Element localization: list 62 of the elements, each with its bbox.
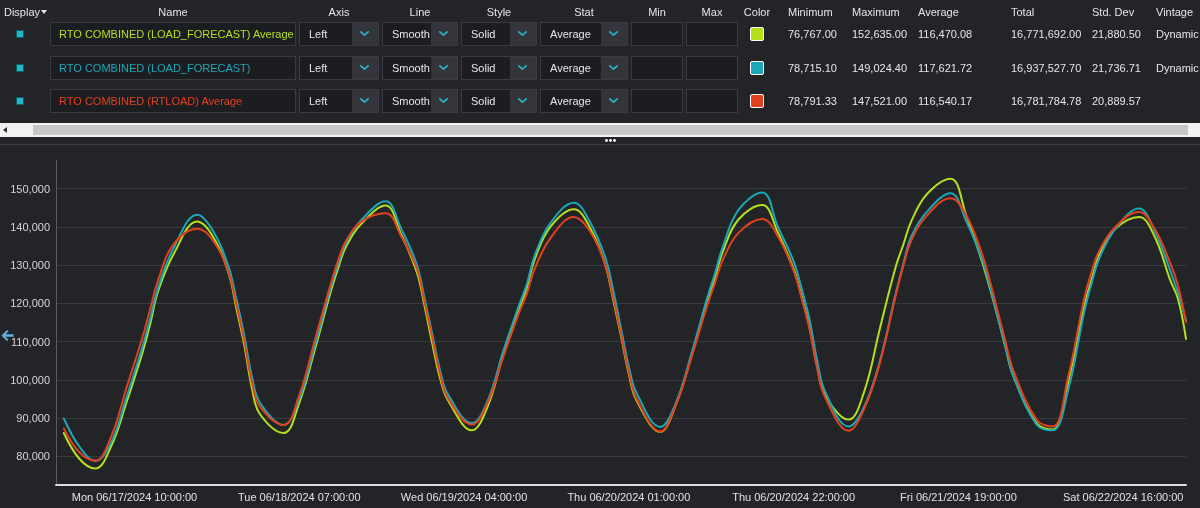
text: 16,937,527.70 bbox=[1011, 61, 1082, 75]
text: RTO COMBINED (RTLOAD) Average bbox=[59, 95, 243, 108]
text: Left bbox=[309, 95, 328, 108]
text: Left bbox=[309, 61, 328, 75]
text: 117,621.72 bbox=[918, 61, 973, 75]
text: Solid bbox=[471, 61, 496, 75]
text: Color bbox=[743, 6, 771, 19]
y-tick-label: 150,000 bbox=[10, 182, 50, 195]
text: 78,715.10 bbox=[788, 61, 837, 75]
text: Style bbox=[486, 6, 512, 19]
text: 78,791.33 bbox=[788, 95, 837, 108]
text: Dynamic bbox=[1156, 28, 1199, 41]
x-tick-label: Mon 06/17/2024 10:00:00 bbox=[71, 490, 198, 503]
text: Maximum bbox=[852, 6, 900, 19]
text: 147,521.00 bbox=[852, 95, 908, 108]
y-tick-label: 100,000 bbox=[10, 373, 50, 386]
text: RTO COMBINED (LOAD_FORECAST) bbox=[59, 61, 251, 75]
text: Name bbox=[158, 6, 188, 19]
text: Vintage bbox=[1156, 6, 1194, 19]
y-tick-label: 110,000 bbox=[11, 335, 50, 348]
text: Average bbox=[550, 61, 591, 75]
text: Average bbox=[918, 6, 959, 19]
x-tick-label: Wed 06/19/2024 04:00:00 bbox=[400, 490, 528, 503]
text: Average bbox=[550, 28, 591, 41]
text: Dynamic bbox=[1156, 61, 1199, 75]
text: Smooth bbox=[392, 95, 430, 108]
x-tick-label: Thu 06/20/2024 01:00:00 bbox=[567, 490, 691, 503]
text: 116,470.08 bbox=[918, 28, 973, 41]
text: Axis bbox=[328, 6, 350, 19]
text: Std. Dev bbox=[1092, 6, 1135, 19]
text: 21,880.50 bbox=[1092, 28, 1141, 41]
text: Line bbox=[409, 6, 431, 19]
text: 76,767.00 bbox=[788, 28, 837, 41]
text: Smooth bbox=[392, 61, 430, 75]
text: 21,736.71 bbox=[1092, 61, 1141, 75]
y-tick-label: 80,000 bbox=[16, 450, 50, 463]
x-tick-label: Thu 06/20/2024 22:00:00 bbox=[732, 490, 856, 503]
y-tick-label: 140,000 bbox=[10, 220, 50, 233]
text: RTO COMBINED (LOAD_FORECAST) Average bbox=[59, 28, 294, 41]
text: Max bbox=[701, 6, 723, 19]
x-tick-label: Sat 06/22/2024 16:00:00 bbox=[1062, 490, 1184, 503]
text: 149,024.40 bbox=[852, 61, 908, 75]
x-tick-label: Tue 06/18/2024 07:00:00 bbox=[238, 490, 361, 503]
text: 20,889.57 bbox=[1092, 95, 1141, 108]
y-tick-label: 90,000 bbox=[16, 412, 50, 425]
text: Total bbox=[1011, 6, 1035, 19]
text: Left bbox=[309, 28, 328, 41]
text: 16,781,784.78 bbox=[1011, 95, 1082, 108]
x-tick-label: Fri 06/21/2024 19:00:00 bbox=[900, 490, 1017, 503]
text: Min bbox=[648, 6, 666, 19]
text: Solid bbox=[471, 95, 496, 108]
text: Display bbox=[3, 6, 41, 19]
text: Average bbox=[550, 95, 591, 108]
text: 16,771,692.00 bbox=[1011, 28, 1082, 41]
text: Smooth bbox=[392, 28, 430, 41]
y-tick-label: 130,000 bbox=[10, 259, 50, 272]
text: 116,540.17 bbox=[918, 95, 973, 108]
text: Stat bbox=[574, 6, 594, 19]
text: Solid bbox=[471, 28, 496, 41]
text: 152,635.00 bbox=[852, 28, 908, 41]
text: Minimum bbox=[788, 6, 833, 19]
y-tick-label: 120,000 bbox=[10, 297, 50, 310]
